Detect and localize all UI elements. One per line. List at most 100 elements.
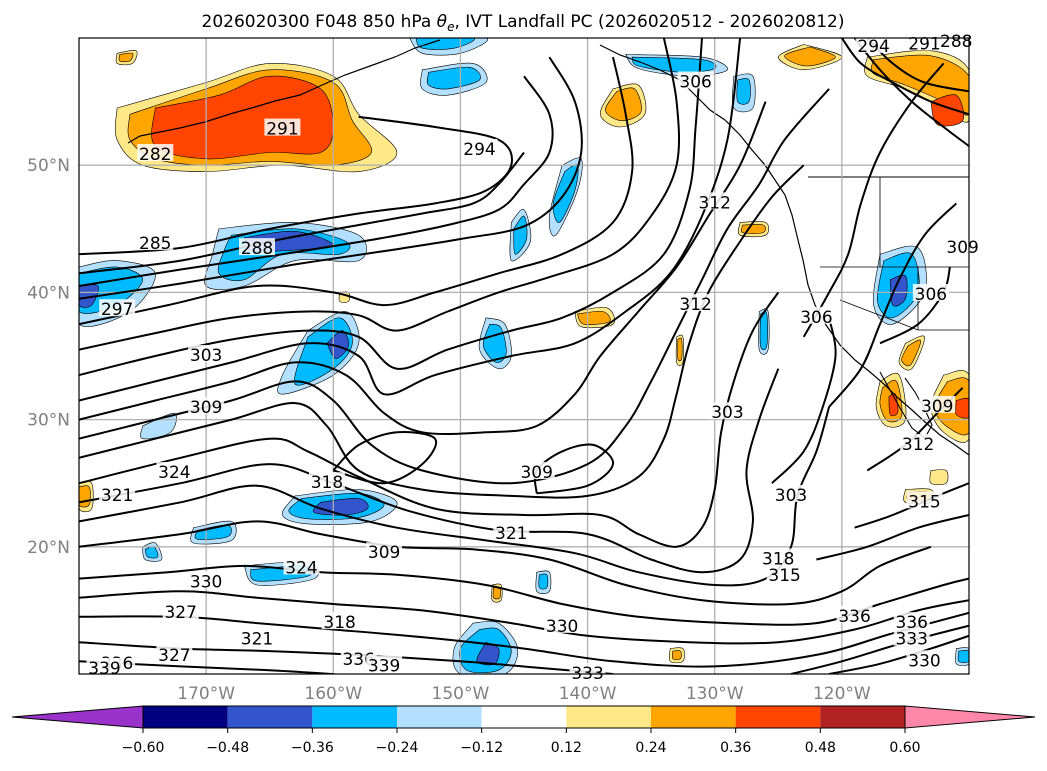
contour-label-bg: [696, 192, 733, 210]
contour-label-bg: [188, 397, 225, 415]
contour-label: 336: [896, 613, 928, 633]
contour-label-bg: [944, 236, 981, 254]
lon-tick-label: 120°W: [813, 684, 871, 704]
contour-label: 315: [908, 492, 940, 512]
shaded-region: [784, 46, 836, 67]
contour-label: 303: [711, 403, 743, 423]
contour-label-bg: [677, 294, 714, 312]
contour-label-bg: [162, 601, 199, 619]
contour-label-bg: [766, 565, 803, 583]
colorbar-segment: [651, 706, 736, 728]
contour-label-bg: [773, 484, 809, 502]
contour-label: 318: [762, 550, 794, 570]
shaded-region: [955, 397, 969, 419]
contour-line-285: [79, 115, 513, 256]
contour-label-bg: [906, 491, 943, 509]
contour-label: 318: [323, 613, 355, 633]
colorbar-segment: [566, 706, 651, 728]
map-frame: [78, 37, 970, 675]
contour-label: 309: [921, 397, 953, 417]
contour-label: 327: [158, 646, 190, 666]
shaded-region: [151, 75, 334, 160]
contour-label: 294: [463, 140, 495, 160]
contour-label-bg: [518, 462, 555, 480]
shaded-region: [426, 66, 481, 90]
contour-line-297: [79, 56, 634, 326]
shaded-region: [538, 573, 549, 590]
contour-line-309: [828, 202, 958, 408]
lat-tick-label: 20°N: [27, 538, 70, 558]
lon-tick-label: 130°W: [686, 684, 744, 704]
contour-label-bg: [760, 548, 797, 566]
contour-label: 306: [679, 73, 711, 93]
lon-tick-label: 170°W: [177, 684, 235, 704]
contour-label: 339: [368, 656, 400, 676]
contour-line-291: [79, 75, 554, 287]
colorbar-tick-label: −0.12: [460, 740, 503, 756]
contour-label: 309: [520, 463, 552, 483]
contour-label-bg: [308, 472, 345, 490]
contour-label-bg: [137, 233, 174, 251]
shaded-region: [671, 650, 682, 660]
contour-label: 309: [946, 238, 978, 258]
shaded-region: [79, 284, 99, 308]
contour-label-bg: [893, 628, 930, 646]
contour-line-327: [79, 520, 932, 606]
contour-line-294: [79, 56, 583, 300]
contour-label: 288: [940, 32, 972, 52]
contour-label-bg: [544, 615, 581, 633]
contour-label-bg: [99, 484, 136, 502]
shaded-region: [79, 485, 91, 508]
contour-label: 321: [101, 486, 133, 506]
colorbar-tick-label: 0.48: [805, 740, 836, 756]
contour-label: 282: [139, 145, 171, 165]
contour-label-bg: [321, 612, 358, 630]
contour-line-336: [79, 611, 969, 668]
contour-line-309: [79, 101, 767, 435]
contour-line-324: [79, 406, 831, 587]
contour-label-bg: [938, 30, 975, 48]
colorbar-segment: [820, 706, 905, 728]
contour-label: 324: [285, 558, 317, 578]
colorbar-segment: [481, 706, 567, 728]
contour-label: 321: [495, 524, 527, 544]
contour-label: 327: [164, 603, 196, 623]
contour-label: 306: [800, 308, 832, 328]
contour-label: 339: [88, 659, 120, 679]
contour-label: 324: [158, 463, 190, 483]
contour-label: 312: [902, 435, 934, 455]
contour-label: 285: [139, 234, 171, 254]
colorbar-tick-label: 0.24: [635, 740, 666, 756]
contour-label: 303: [190, 346, 222, 366]
contour-label: 309: [368, 543, 400, 563]
lon-tick-label: 140°W: [559, 684, 617, 704]
contour-label: 330: [546, 617, 578, 637]
contour-label: 312: [698, 193, 730, 213]
colorbar-tick-label: 0.36: [720, 740, 751, 756]
shaded-region: [631, 56, 717, 73]
contour-label-bg: [366, 655, 403, 673]
contour-label-bg: [264, 118, 301, 136]
contour-label-bg: [855, 35, 892, 53]
contour-line-303: [79, 38, 703, 377]
chart-title: 2026020300 F048 850 hPa θe, IVT Landfall…: [202, 12, 845, 34]
shaded-region: [901, 339, 921, 367]
contour-label: 312: [679, 295, 711, 315]
contour-labels: 294 285 288 297 291 282 303 309 324 321 318 309 321 3…: [86, 30, 981, 684]
contour-line-330: [828, 634, 969, 674]
colorbar-segment: [143, 706, 228, 728]
contour-line-303: [771, 317, 837, 484]
colorbar-tick-label: −0.24: [376, 740, 419, 756]
contour-label-bg: [156, 462, 193, 480]
contour-label-bg: [919, 395, 956, 413]
contour-line-318: [816, 514, 969, 561]
contour-label-bg: [461, 138, 498, 156]
lat-tick-label: 50°N: [27, 156, 70, 176]
lon-tick-label: 150°W: [432, 684, 490, 704]
contour-line-288: [79, 151, 525, 275]
contour-line-315: [79, 164, 805, 499]
colorbar-segment: [735, 706, 821, 728]
contour-label: 330: [190, 572, 222, 592]
coastline-aleutians: [127, 39, 441, 144]
